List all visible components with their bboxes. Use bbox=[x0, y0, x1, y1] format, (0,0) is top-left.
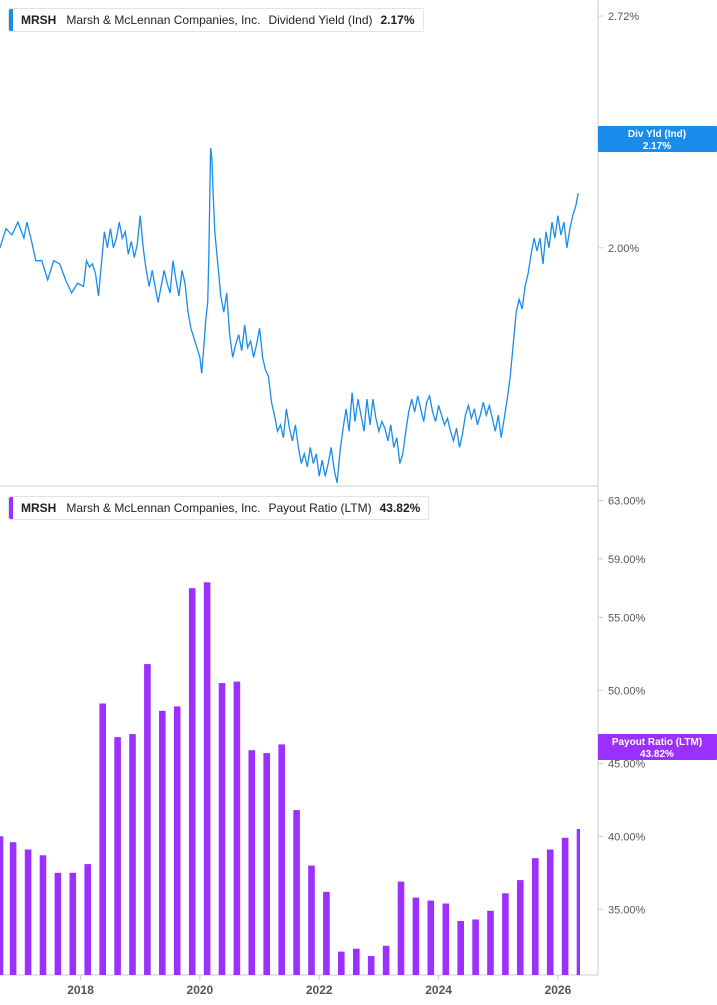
payout-bar bbox=[24, 849, 32, 975]
y-tick-label: 2.72% bbox=[608, 11, 639, 23]
payout-bar bbox=[69, 872, 77, 975]
payout-value-badge: Payout Ratio (LTM) 43.82% bbox=[598, 734, 717, 760]
payout-bar bbox=[233, 681, 241, 975]
payout-badge-line1: Payout Ratio (LTM) bbox=[612, 737, 702, 748]
payout-bar bbox=[472, 919, 479, 975]
payout-bar bbox=[218, 683, 226, 975]
legend-metric: Dividend Yield (Ind) bbox=[268, 13, 373, 27]
legend-value: 43.82% bbox=[379, 501, 421, 515]
yield-value-badge: Div Yld (Ind) 2.17% bbox=[598, 126, 717, 152]
payout-bar bbox=[502, 893, 509, 975]
dividend-yield-line bbox=[0, 148, 579, 483]
payout-ratio-bars bbox=[0, 582, 580, 975]
x-tick-label: 2026 bbox=[545, 983, 572, 997]
payout-bar bbox=[248, 750, 256, 975]
y-tick-label: 45.00% bbox=[608, 758, 646, 770]
payout-bar bbox=[203, 582, 211, 975]
payout-bar bbox=[397, 881, 405, 975]
bottom-y-axis-ticks: 63.00% 59.00% 55.00% 50.00% 45.00% 40.00% 35.0… bbox=[598, 496, 646, 916]
bottom-legend: MRSH Marsh & McLennan Companies, Inc. Pa… bbox=[8, 496, 430, 520]
x-tick-label: 2022 bbox=[306, 983, 333, 997]
y-tick-label: 55.00% bbox=[608, 612, 646, 624]
y-tick-label: 2.00% bbox=[608, 243, 639, 255]
payout-badge-line2: 43.82% bbox=[640, 749, 674, 760]
legend-company: Marsh & McLennan Companies, Inc. bbox=[66, 501, 261, 515]
payout-bar bbox=[338, 951, 345, 975]
payout-bar bbox=[561, 837, 569, 975]
payout-bar bbox=[99, 703, 106, 975]
legend-value: 2.17% bbox=[380, 13, 415, 27]
x-tick-label: 2024 bbox=[425, 983, 452, 997]
legend-color-swatch bbox=[9, 9, 13, 31]
top-y-axis-ticks: 2.72% 2.00% bbox=[598, 11, 639, 255]
payout-bar bbox=[457, 921, 464, 975]
payout-bar bbox=[188, 588, 196, 975]
payout-bar bbox=[382, 945, 390, 975]
payout-bar bbox=[487, 910, 494, 975]
x-tick-label: 2020 bbox=[187, 983, 214, 997]
yield-badge-line2: 2.17% bbox=[643, 141, 671, 152]
x-axis-ticks: 2018 2020 2022 2024 2026 bbox=[67, 975, 572, 997]
legend-metric: Payout Ratio (LTM) bbox=[268, 501, 372, 515]
payout-bar bbox=[293, 810, 300, 975]
payout-bar bbox=[114, 737, 121, 975]
payout-bar bbox=[367, 956, 375, 975]
legend-ticker: MRSH bbox=[21, 13, 57, 27]
payout-bar bbox=[144, 664, 151, 975]
payout-bar bbox=[442, 903, 450, 975]
payout-bar bbox=[517, 880, 524, 975]
legend-company: Marsh & McLennan Companies, Inc. bbox=[66, 13, 261, 27]
payout-bar bbox=[576, 829, 580, 975]
payout-bar bbox=[39, 855, 47, 975]
yield-badge-line1: Div Yld (Ind) bbox=[628, 129, 686, 140]
payout-bar bbox=[0, 836, 4, 975]
payout-bar bbox=[323, 891, 330, 975]
payout-bar bbox=[159, 710, 166, 975]
payout-bar bbox=[173, 706, 181, 975]
payout-bar bbox=[54, 872, 62, 975]
payout-bar bbox=[263, 753, 270, 975]
payout-bar bbox=[308, 865, 315, 975]
y-tick-label: 59.00% bbox=[608, 554, 646, 566]
payout-bar bbox=[532, 858, 539, 975]
payout-bar bbox=[129, 734, 136, 975]
y-tick-label: 63.00% bbox=[608, 496, 646, 508]
y-tick-label: 35.00% bbox=[608, 904, 646, 916]
legend-ticker: MRSH bbox=[21, 501, 57, 515]
payout-bar bbox=[412, 897, 420, 975]
payout-bar bbox=[427, 900, 435, 975]
payout-bar bbox=[278, 744, 285, 975]
payout-bar bbox=[84, 864, 91, 975]
payout-bar bbox=[353, 948, 360, 975]
payout-bar bbox=[546, 849, 554, 975]
y-tick-label: 50.00% bbox=[608, 685, 646, 697]
x-tick-label: 2018 bbox=[67, 983, 94, 997]
top-legend: MRSH Marsh & McLennan Companies, Inc. Di… bbox=[8, 8, 424, 32]
legend-color-swatch bbox=[9, 497, 13, 519]
y-tick-label: 40.00% bbox=[608, 831, 646, 843]
payout-bar bbox=[9, 842, 17, 975]
